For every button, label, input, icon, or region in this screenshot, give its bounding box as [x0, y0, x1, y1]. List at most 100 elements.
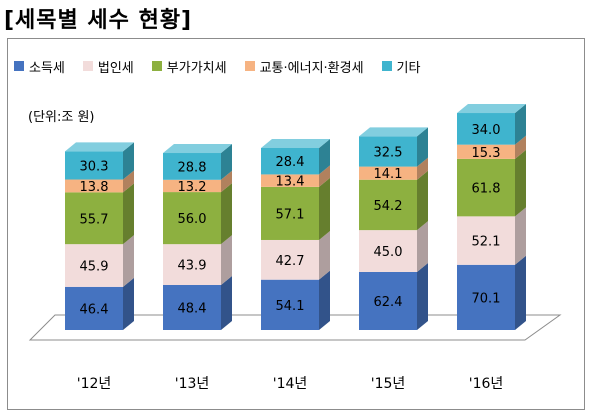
legend-label: 법인세 — [97, 60, 134, 76]
bar-segment — [457, 104, 526, 145]
x-tick-label: '16년 — [469, 376, 504, 392]
bar-front — [359, 179, 417, 231]
bar-side — [221, 275, 232, 330]
legend-swatch — [82, 61, 93, 71]
bar-front — [457, 216, 515, 265]
x-tick-label: '14년 — [273, 376, 308, 392]
bar-front — [65, 244, 123, 287]
data-label: 45.9 — [80, 260, 109, 275]
bar-side — [123, 235, 134, 287]
bar-front — [261, 174, 319, 187]
bar-front — [457, 158, 515, 217]
data-label: 30.3 — [80, 159, 109, 174]
data-label: 13.8 — [80, 180, 109, 195]
bar-segment — [163, 183, 232, 245]
bar-front — [457, 113, 515, 145]
data-label: 52.1 — [472, 235, 501, 250]
bar-side — [221, 144, 232, 180]
bar-front — [163, 192, 221, 245]
bar-segment — [65, 142, 134, 180]
bar-front — [261, 186, 319, 240]
bar-side — [417, 221, 428, 272]
legend-label: 기타 — [396, 60, 421, 76]
data-label: 42.7 — [276, 254, 305, 269]
data-label: 62.4 — [374, 295, 403, 310]
data-label: 15.3 — [472, 146, 501, 161]
bar-segment — [163, 235, 232, 285]
bar-segment — [359, 170, 428, 231]
bar-side — [319, 138, 330, 175]
bar-segment — [457, 135, 526, 159]
bar-top — [359, 127, 428, 137]
bar-segment — [261, 165, 330, 187]
bar-front — [261, 239, 319, 280]
data-label: 43.9 — [178, 259, 207, 274]
bar-front — [65, 192, 123, 245]
bar-side — [221, 170, 232, 193]
bar-front — [359, 271, 417, 330]
legend-item-3: 부가가치세 — [151, 57, 227, 76]
data-label: 55.7 — [80, 212, 109, 227]
bar-front — [65, 151, 123, 180]
bar-front — [359, 136, 417, 167]
data-label: 56.0 — [178, 212, 207, 227]
data-label: 13.4 — [276, 175, 305, 190]
bar-segment — [261, 270, 330, 330]
chart-title: [세목별 세수 현황] — [4, 8, 193, 33]
bar-side — [319, 165, 330, 187]
data-label: 46.4 — [80, 302, 109, 317]
x-tick-label: '15년 — [371, 376, 406, 392]
unit-label: (단위:조 원) — [28, 110, 95, 125]
data-label: 28.4 — [276, 155, 305, 170]
x-tick-label: '13년 — [175, 376, 210, 392]
bar-front — [457, 264, 515, 330]
data-label: 57.1 — [276, 207, 305, 222]
bar-front — [65, 179, 123, 193]
data-label: 61.8 — [472, 182, 501, 197]
data-label: 34.0 — [472, 123, 501, 138]
bar-side — [515, 104, 526, 145]
bar-side — [319, 230, 330, 280]
legend-swatch — [244, 61, 255, 71]
bar-segment — [457, 255, 526, 330]
bar-side — [417, 127, 428, 167]
bar-front — [163, 153, 221, 180]
bar-side — [417, 262, 428, 330]
bar-top — [261, 138, 330, 148]
legend-label: 소득세 — [29, 60, 65, 76]
legend-item-4: 교통·에너지·환경세 — [244, 57, 364, 76]
bar-segment — [65, 170, 134, 193]
bar-front — [457, 144, 515, 159]
bar-segment — [65, 235, 134, 287]
bar-side — [221, 183, 232, 245]
chart-legend: 소득세 법인세 부가가치세 교통·에너지·환경세 기타 — [14, 56, 438, 76]
bar-top — [163, 144, 232, 154]
data-label: 14.1 — [374, 167, 403, 182]
bar-front — [359, 166, 417, 180]
bar-top — [457, 104, 526, 114]
bar-front — [163, 179, 221, 193]
bar-front — [65, 286, 123, 330]
data-label: 48.4 — [178, 301, 207, 316]
data-label: 32.5 — [374, 145, 403, 160]
bar-segment — [359, 157, 428, 180]
data-label: 28.8 — [178, 160, 207, 175]
legend-label: 교통·에너지·환경세 — [259, 60, 364, 76]
bar-segment — [261, 177, 330, 240]
bar-side — [515, 149, 526, 217]
bar-side — [417, 157, 428, 180]
legend-swatch — [14, 61, 24, 71]
bar-segment — [457, 207, 526, 265]
data-label: 70.1 — [472, 291, 501, 306]
data-label: 45.0 — [374, 245, 403, 260]
bar-side — [221, 235, 232, 285]
x-tick-label: '12년 — [77, 376, 112, 392]
bar-top — [65, 142, 134, 152]
bar-side — [417, 170, 428, 231]
bar-segment — [163, 144, 232, 180]
data-label: 54.2 — [374, 199, 403, 214]
bar-front — [261, 279, 319, 330]
bar-segment — [457, 149, 526, 217]
bar-side — [123, 142, 134, 180]
bar-segment — [359, 221, 428, 272]
